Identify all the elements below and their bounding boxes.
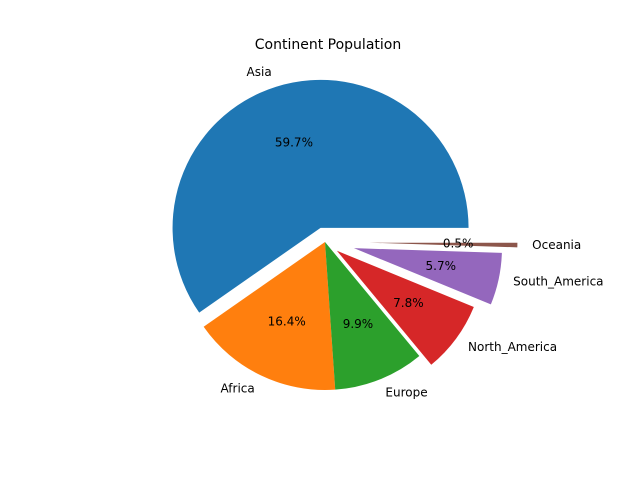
- slice-label-africa: Africa: [221, 381, 255, 395]
- slice-percent-oceania: 0.5%: [443, 237, 474, 251]
- slice-percent-south-america: 5.7%: [426, 259, 457, 273]
- pie-slice-north-america: [336, 250, 474, 365]
- pie-slice-europe: [325, 242, 420, 390]
- slice-label-europe: Europe: [385, 386, 427, 400]
- pie-slices: [172, 79, 518, 390]
- pie-slice-south-america: [353, 248, 502, 305]
- pie-slice-oceania: [369, 242, 518, 248]
- pie-labels: Asia 59.7% Africa 16.4% Europe 9.9% North_Amer…: [221, 65, 604, 400]
- chart-title: Continent Population: [255, 37, 401, 53]
- slice-label-asia: Asia: [247, 65, 272, 79]
- slice-percent-africa: 16.4%: [268, 315, 306, 329]
- slice-percent-north-america: 7.8%: [393, 296, 424, 310]
- pie-slice-asia: [172, 79, 469, 313]
- slice-percent-asia: 59.7%: [275, 136, 313, 150]
- slice-label-south-america: South_America: [513, 275, 603, 289]
- slice-label-oceania: Oceania: [532, 238, 581, 252]
- pie-slice-africa: [203, 242, 336, 390]
- slice-label-north-america: North_America: [468, 340, 557, 354]
- slice-percent-europe: 9.9%: [343, 317, 374, 331]
